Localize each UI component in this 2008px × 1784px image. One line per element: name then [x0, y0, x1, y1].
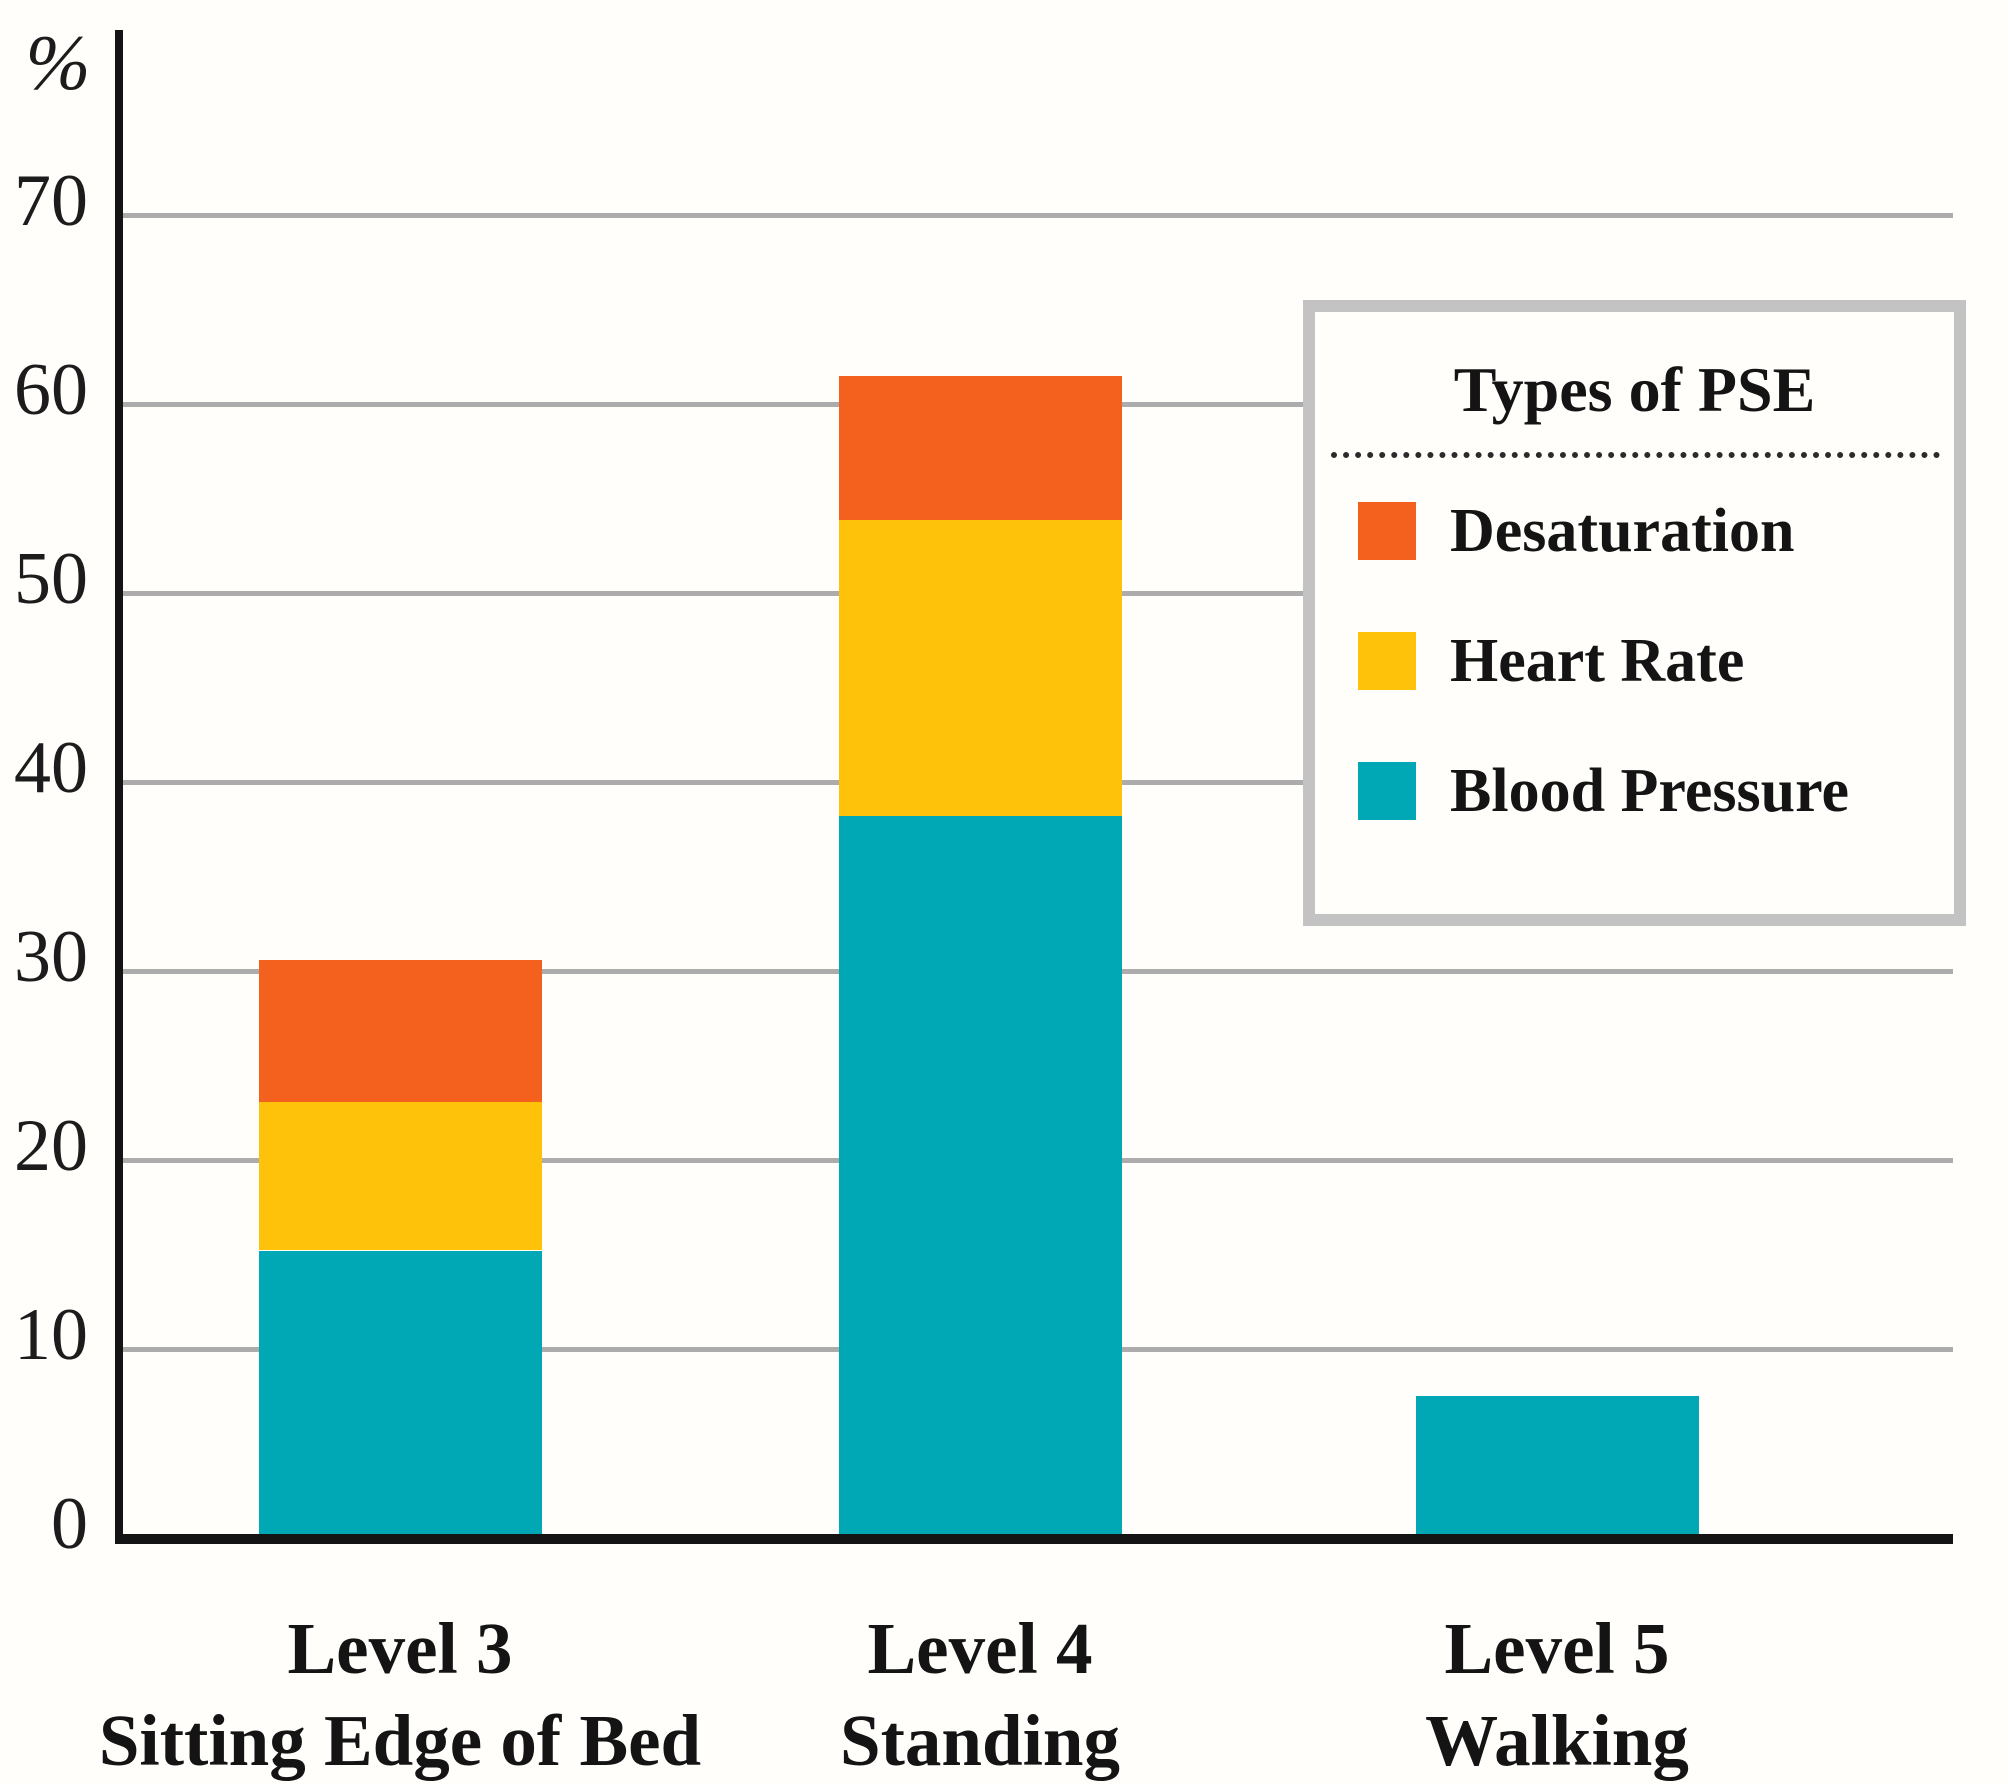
legend-title: Types of PSE — [1453, 354, 1816, 425]
y-tick-label-70: 70 — [14, 160, 88, 242]
category-label-level-5: Level 5 Walking — [1425, 1603, 1689, 1784]
legend-swatch-heart-rate — [1358, 632, 1416, 690]
legend-items: Desaturation Heart Rate Blood Pressure — [1315, 497, 1954, 825]
legend-item-label: Blood Pressure — [1450, 757, 1850, 825]
y-tick-label-10: 10 — [14, 1294, 88, 1376]
category-label-line1: Level 3 — [287, 1608, 513, 1689]
bar-segment-level-4-heart-rate — [839, 519, 1122, 816]
y-tick-label-40: 40 — [14, 727, 88, 809]
bar-segment-level-4-desaturation — [839, 376, 1122, 520]
y-tick-label-60: 60 — [14, 349, 88, 431]
y-tick-label-0: 0 — [51, 1483, 88, 1565]
y-tick-label-50: 50 — [14, 538, 88, 620]
category-label-line2: Walking — [1425, 1700, 1689, 1781]
bar-segment-level-4-blood-pressure — [839, 816, 1122, 1538]
bar-segment-level-3-heart-rate — [259, 1101, 542, 1250]
bar-segment-level-5-blood-pressure — [1416, 1396, 1699, 1538]
y-tick-label-20: 20 — [14, 1105, 88, 1187]
legend-item-blood-pressure: Blood Pressure — [1315, 757, 1954, 825]
x-axis-line — [115, 1534, 1953, 1544]
bar-segment-level-3-blood-pressure — [259, 1251, 542, 1538]
category-label-level-4: Level 4 Standing — [840, 1603, 1120, 1784]
legend-swatch-blood-pressure — [1358, 762, 1416, 820]
legend-item-desaturation: Desaturation — [1315, 497, 1954, 565]
category-label-line2: Sitting Edge of Bed — [98, 1700, 702, 1781]
y-axis-unit-label: % — [25, 19, 91, 106]
legend-item-label: Heart Rate — [1450, 627, 1745, 695]
y-axis-line — [115, 30, 123, 1544]
y-tick-label-30: 30 — [14, 916, 88, 998]
legend-item-heart-rate: Heart Rate — [1315, 627, 1954, 695]
category-label-level-3: Level 3 Sitting Edge of Bed — [99, 1603, 701, 1784]
legend-divider — [1331, 452, 1940, 458]
category-label-line1: Level 5 — [1444, 1608, 1670, 1689]
bar-segment-level-3-desaturation — [259, 960, 542, 1102]
category-label-line2: Standing — [840, 1700, 1120, 1781]
gridline-70 — [120, 213, 1953, 218]
legend-item-label: Desaturation — [1450, 497, 1795, 565]
category-label-line1: Level 4 — [867, 1608, 1093, 1689]
legend-swatch-desaturation — [1358, 502, 1416, 560]
legend-box: Types of PSE Desaturation Heart Rate Blood… — [1303, 300, 1966, 926]
